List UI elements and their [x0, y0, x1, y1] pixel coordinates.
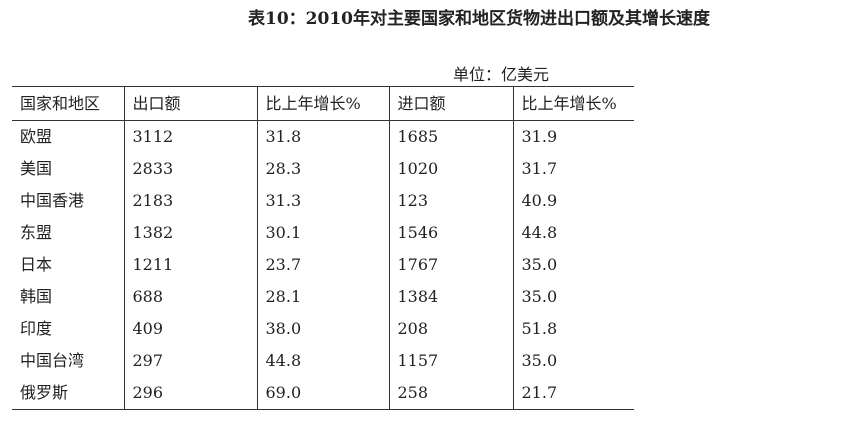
export-growth-cell: 31.3	[256, 185, 389, 217]
table-row: 东盟 1382 30.1 1546 44.8	[12, 217, 634, 249]
export-cell: 688	[123, 281, 257, 313]
export-growth-cell: 31.8	[256, 120, 389, 153]
export-growth-cell: 28.1	[256, 281, 389, 313]
region-cell: 欧盟	[20, 127, 53, 146]
import-cell: 1020	[388, 153, 513, 185]
export-growth-cell: 69.0	[256, 377, 389, 410]
import-growth-cell: 51.8	[512, 313, 634, 345]
export-cell: 2833	[123, 153, 257, 185]
table-body: 欧盟 3112 31.8 1685 31.9 美国 2833 28.3 1020 31.7 中国香港…	[12, 120, 634, 410]
region-cell: 中国香港	[20, 191, 85, 210]
region-cell: 东盟	[20, 223, 53, 242]
trade-table: 国家和地区 出口额 比上年增长% 进口额 比上年增长% 欧盟 3112 31.8 16…	[12, 86, 634, 410]
import-cell: 1384	[388, 281, 513, 313]
import-cell: 258	[388, 377, 513, 410]
import-cell: 208	[388, 313, 513, 345]
export-cell: 409	[123, 313, 257, 345]
region-cell: 日本	[20, 255, 53, 274]
export-cell: 3112	[123, 120, 257, 153]
unit-label: 单位：亿美元	[453, 65, 550, 84]
table-row: 中国台湾 297 44.8 1157 35.0	[12, 345, 634, 377]
export-growth-cell: 44.8	[256, 345, 389, 377]
column-header-import: 进口额	[388, 86, 513, 121]
import-growth-cell: 31.9	[512, 120, 634, 153]
region-cell: 韩国	[20, 287, 53, 306]
import-cell: 123	[388, 185, 513, 217]
column-header-region: 国家和地区	[12, 86, 124, 121]
export-cell: 296	[123, 377, 257, 410]
table-row: 俄罗斯 296 69.0 258 21.7	[12, 377, 634, 410]
import-growth-cell: 21.7	[512, 377, 634, 410]
column-header-export: 出口额	[123, 86, 257, 121]
column-header-import-growth: 比上年增长%	[512, 86, 634, 121]
table-row: 美国 2833 28.3 1020 31.7	[12, 153, 634, 185]
export-growth-cell: 30.1	[256, 217, 389, 249]
table-row: 印度 409 38.0 208 51.8	[12, 313, 634, 345]
region-cell: 美国	[20, 159, 53, 178]
table-row: 韩国 688 28.1 1384 35.0	[12, 281, 634, 313]
table-row: 日本 1211 23.7 1767 35.0	[12, 249, 634, 281]
export-cell: 2183	[123, 185, 257, 217]
table-row: 中国香港 2183 31.3 123 40.9	[12, 185, 634, 217]
header-row: 国家和地区 出口额 比上年增长% 进口额 比上年增长%	[12, 86, 634, 121]
region-cell: 俄罗斯	[12, 377, 124, 410]
import-cell: 1157	[388, 345, 513, 377]
region-cell: 印度	[20, 319, 53, 338]
export-growth-cell: 23.7	[256, 249, 389, 281]
import-cell: 1767	[388, 249, 513, 281]
table-row: 欧盟 3112 31.8 1685 31.9	[12, 120, 634, 153]
import-growth-cell: 35.0	[512, 345, 634, 377]
import-growth-cell: 35.0	[512, 249, 634, 281]
import-growth-cell: 40.9	[512, 185, 634, 217]
export-growth-cell: 28.3	[256, 153, 389, 185]
export-cell: 1211	[123, 249, 257, 281]
import-growth-cell: 35.0	[512, 281, 634, 313]
column-header-export-growth: 比上年增长%	[256, 86, 389, 121]
import-growth-cell: 44.8	[512, 217, 634, 249]
import-cell: 1546	[388, 217, 513, 249]
region-cell: 中国台湾	[20, 351, 85, 370]
export-cell: 297	[123, 345, 257, 377]
export-cell: 1382	[123, 217, 257, 249]
import-cell: 1685	[388, 120, 513, 153]
table-title: 表10：2010年对主要国家和地区货物进出口额及其增长速度	[248, 9, 710, 29]
import-growth-cell: 31.7	[512, 153, 634, 185]
export-growth-cell: 38.0	[256, 313, 389, 345]
